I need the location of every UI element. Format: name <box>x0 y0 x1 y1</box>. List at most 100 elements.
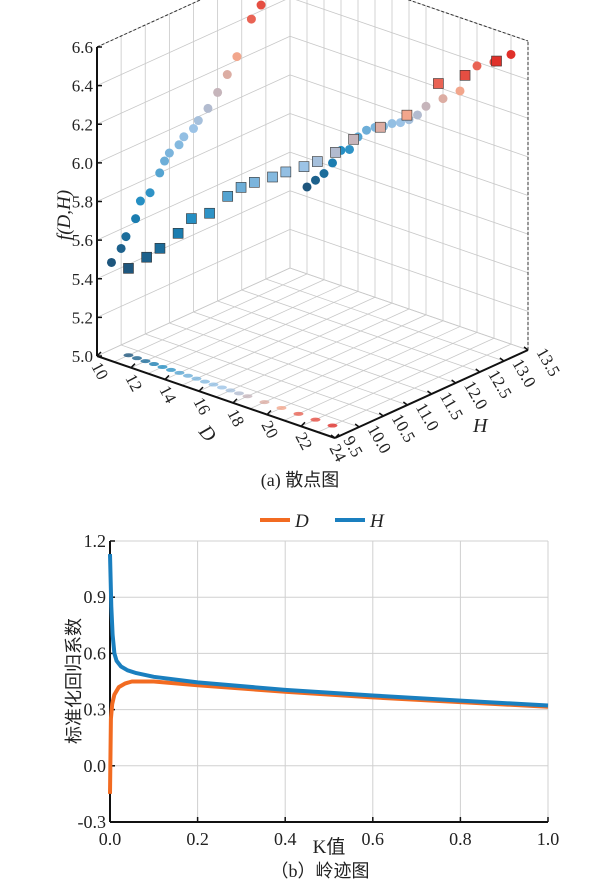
z-tick-label: 5.2 <box>72 308 93 327</box>
floor-projection-point <box>310 417 321 422</box>
floor-projection-point <box>208 382 219 387</box>
right-wall-projection-point <box>345 144 354 154</box>
floor-projection-point <box>157 364 168 369</box>
wall-grid-line <box>289 267 529 351</box>
floor-projection-point <box>216 385 227 390</box>
left-wall-projection-point <box>179 132 189 142</box>
left-wall-projection-point <box>121 232 131 242</box>
y-tick <box>402 401 408 406</box>
wall-grid-line <box>96 35 291 125</box>
right-wall-projection-point <box>413 110 422 120</box>
right-wall-projection-point <box>455 86 465 96</box>
right-wall-projection-point <box>311 175 320 185</box>
chart-caption: (a) 散点图 <box>261 470 339 491</box>
y-tick <box>451 379 457 384</box>
right-wall-projection-point <box>472 61 482 71</box>
x-tick <box>300 421 306 427</box>
right-wall-projection-point <box>506 49 516 59</box>
z-tick-label: 5.0 <box>72 347 93 366</box>
x-tick <box>266 410 272 416</box>
left-wall-projection-point <box>222 70 232 80</box>
z-tick-label: 5.6 <box>72 231 93 250</box>
data-point-cube <box>401 109 413 121</box>
x-tick <box>198 386 204 392</box>
y-tick-label: 0.9 <box>84 587 107 607</box>
series-line-D <box>108 679 549 794</box>
wall-grid-line <box>295 0 529 81</box>
wall-grid-line <box>96 0 286 86</box>
wall-grid-line <box>289 228 529 312</box>
wall-grid-line <box>289 35 529 119</box>
wall-grid-line <box>289 190 529 274</box>
wall-grid-line <box>96 229 291 318</box>
floor-projection-point <box>276 405 287 410</box>
right-wall-projection-point <box>319 168 329 178</box>
floor-projection-point <box>242 394 253 399</box>
x-axis <box>96 355 336 439</box>
left-wall-projection-point <box>174 140 184 150</box>
box-edge <box>96 0 202 48</box>
data-point-cube <box>298 161 310 172</box>
x-tick <box>164 374 170 380</box>
y-tick <box>523 346 529 351</box>
floor-projection-point <box>174 370 185 375</box>
z-tick-label: 5.8 <box>72 193 93 212</box>
x-tick-label: 0.2 <box>186 829 209 849</box>
left-wall-projection-point <box>131 214 141 224</box>
wall-grid-line <box>289 113 529 196</box>
data-point-cube <box>348 133 359 145</box>
legend-label-D: D <box>294 511 309 532</box>
floor-projection-point <box>233 391 244 396</box>
floor-grid-line <box>217 300 456 384</box>
x-tick-label: 12 <box>121 371 146 395</box>
x-tick <box>232 398 238 404</box>
x-tick-label: 22 <box>291 429 316 453</box>
x-tick-label: 0.0 <box>99 829 122 849</box>
floor-projection-point <box>191 376 202 381</box>
series-line-H <box>108 554 549 708</box>
floor-projection-point <box>123 353 134 358</box>
data-point-cube <box>154 242 166 254</box>
left-wall-projection-point <box>213 87 223 97</box>
legend-label-H: H <box>369 511 385 532</box>
z-tick-label: 6.4 <box>72 77 94 96</box>
x-tick-label: 16 <box>189 394 214 418</box>
floor-projection-point <box>182 373 193 378</box>
data-point-cube <box>141 251 152 263</box>
left-wall-projection-point <box>116 243 126 253</box>
left-wall-projection-point <box>106 257 116 267</box>
x-tick-label: 1.0 <box>537 829 560 849</box>
scatter-3d-chart: 5.05.25.45.65.86.06.26.46.610 12 14 16 18 20 2… <box>54 0 564 491</box>
chart-caption: （b）岭迹图 <box>271 861 370 881</box>
floor-projection-point <box>327 423 338 428</box>
y-tick-label: 0.3 <box>84 700 107 720</box>
z-tick-label: 6.2 <box>72 115 93 134</box>
y-tick <box>475 368 481 373</box>
wall-grid-line <box>96 113 291 202</box>
y-tick <box>378 412 384 417</box>
right-wall-projection-point <box>328 158 337 168</box>
data-point-cube <box>249 177 260 188</box>
z-tick-label: 6.6 <box>72 38 93 57</box>
data-point-cube <box>222 191 234 202</box>
floor-projection-point <box>140 359 151 364</box>
wall-grid-line <box>96 151 291 241</box>
floor-grid-line <box>120 344 360 428</box>
data-point-cube <box>204 207 215 219</box>
data-point-cube <box>459 70 471 81</box>
left-wall-projection-point <box>193 116 203 126</box>
floor-projection-point <box>293 411 304 416</box>
right-wall-projection-point <box>362 125 371 135</box>
y-tick <box>354 423 360 428</box>
x-tick <box>334 433 340 439</box>
data-point-cube <box>280 166 292 178</box>
data-point-cube <box>330 147 341 158</box>
data-point-cube <box>312 156 323 167</box>
left-wall-projection-point <box>232 52 242 62</box>
y-tick-label: 1.2 <box>84 531 107 551</box>
data-point-cube <box>433 78 444 89</box>
right-wall-projection-point <box>421 101 431 111</box>
data-point-cube <box>491 55 502 67</box>
